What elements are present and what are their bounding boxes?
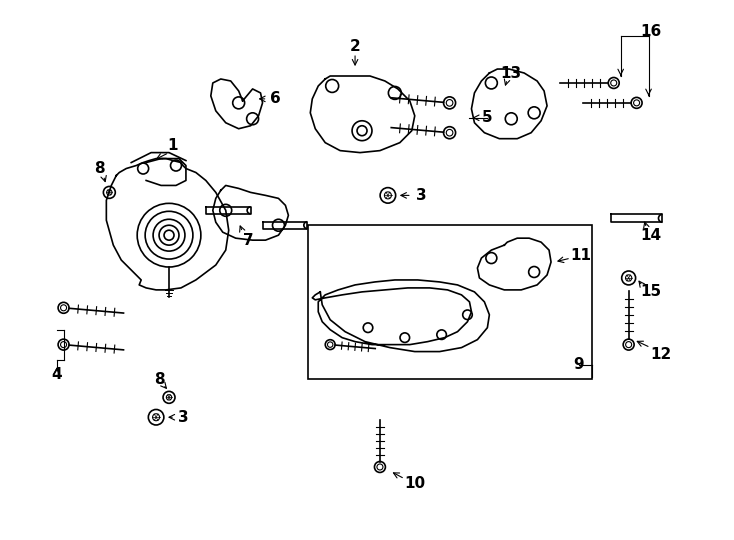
Text: 15: 15 — [640, 285, 661, 299]
Text: 13: 13 — [501, 65, 522, 80]
Text: 3: 3 — [178, 410, 188, 425]
Text: 16: 16 — [640, 24, 661, 39]
Text: 3: 3 — [416, 188, 427, 203]
Text: 7: 7 — [243, 233, 254, 248]
Text: 4: 4 — [51, 367, 62, 382]
Text: 9: 9 — [573, 357, 584, 372]
Text: 1: 1 — [168, 138, 178, 153]
Text: 14: 14 — [640, 228, 661, 242]
Text: 8: 8 — [94, 161, 105, 176]
Text: 11: 11 — [570, 247, 592, 262]
Text: 8: 8 — [153, 372, 164, 387]
Bar — [308, 225, 592, 380]
Text: 6: 6 — [270, 91, 281, 106]
Text: 5: 5 — [482, 110, 493, 125]
Text: 2: 2 — [349, 39, 360, 53]
Text: 12: 12 — [650, 347, 671, 362]
Text: 10: 10 — [404, 476, 425, 491]
